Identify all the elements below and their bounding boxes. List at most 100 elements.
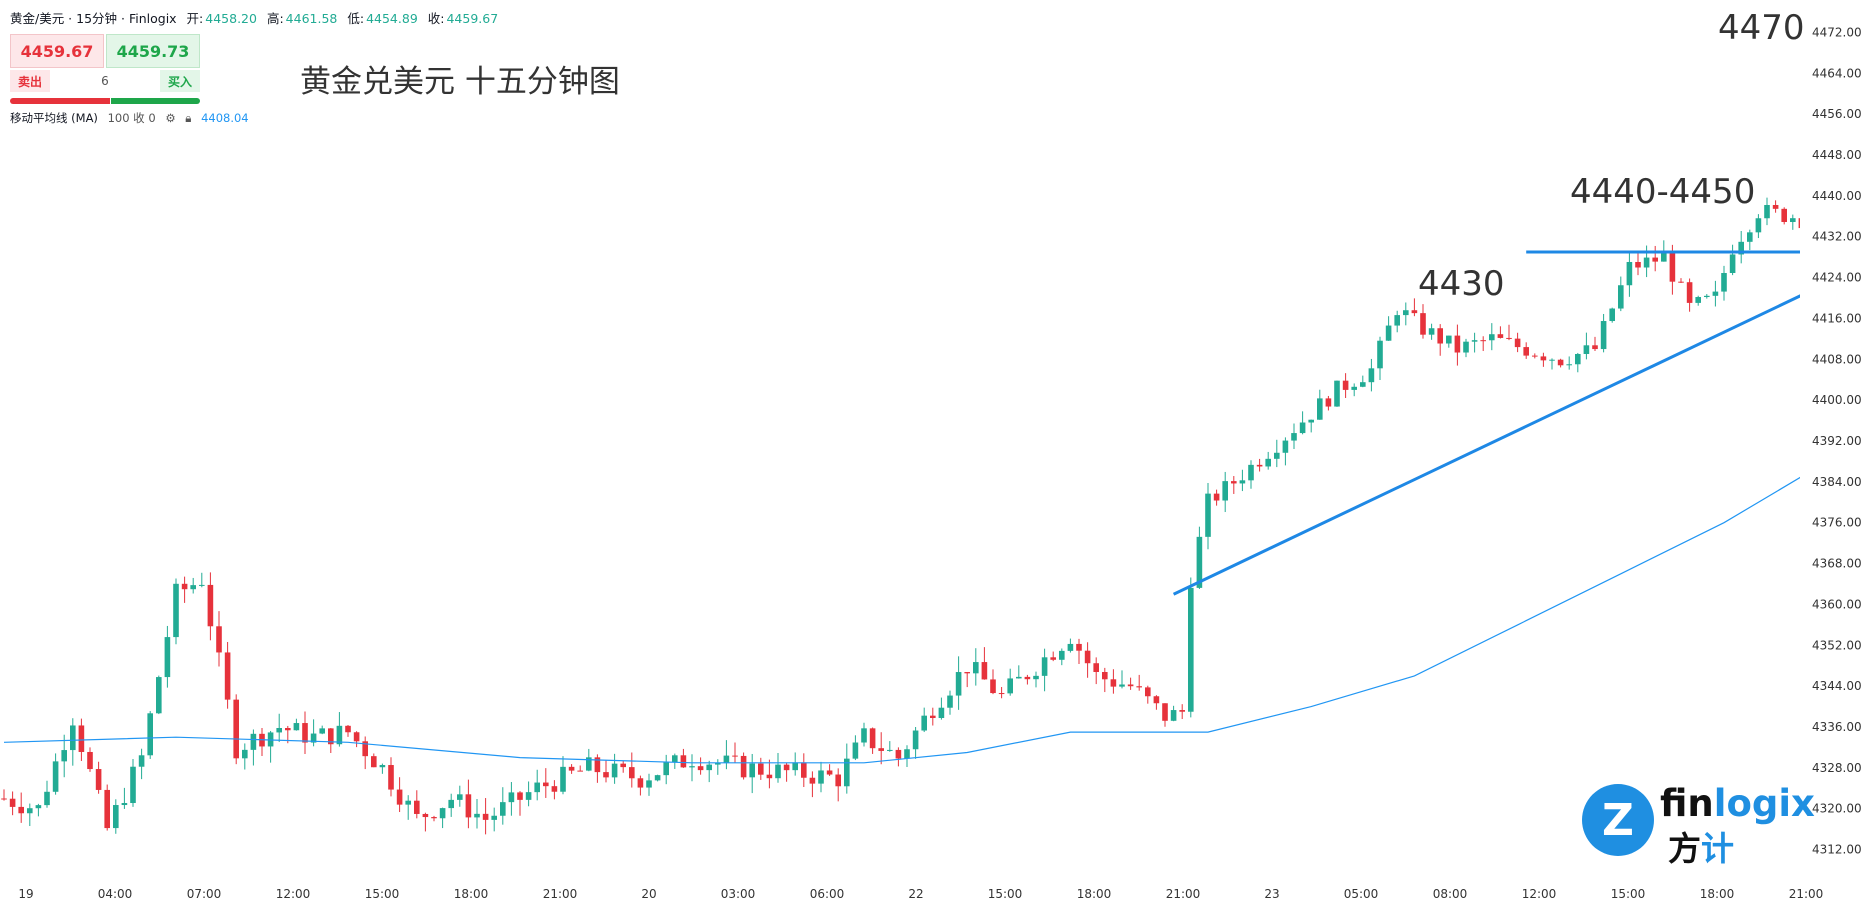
sell-price-button[interactable]: 4459.67: [10, 34, 104, 68]
candle-body: [216, 626, 222, 653]
candle-body: [835, 774, 841, 787]
candle: [758, 757, 764, 780]
candle-body: [1007, 678, 1013, 694]
candle-body: [1549, 359, 1555, 361]
candle: [1764, 197, 1770, 226]
candle: [740, 752, 747, 780]
candle: [396, 777, 403, 813]
candle-body: [1506, 337, 1512, 339]
candle-body: [1282, 440, 1289, 453]
buy-price-button[interactable]: 4459.73: [106, 34, 200, 68]
candle: [1248, 460, 1254, 489]
candle-body: [1059, 650, 1065, 660]
candle-body: [663, 762, 669, 776]
y-tick-label: 4320.00: [1812, 802, 1862, 816]
x-tick-label: 03:00: [721, 887, 756, 901]
candle-body: [560, 766, 566, 792]
candle: [1170, 705, 1177, 722]
candle-body: [1299, 422, 1306, 434]
candle: [594, 754, 601, 783]
candle: [766, 759, 773, 789]
candle: [1256, 458, 1263, 472]
candle-body: [1248, 464, 1254, 481]
candle-body: [534, 782, 540, 793]
candle: [1738, 230, 1744, 264]
candle: [113, 799, 119, 834]
symbol-legend: 黄金/美元 · 15分钟 · Finlogix 开: 4458.20 高: 4461…: [10, 8, 498, 27]
candle: [1377, 336, 1383, 381]
candle-body: [1729, 254, 1736, 273]
candle-body: [1592, 345, 1598, 350]
candle-body: [766, 774, 773, 779]
x-tick-label: 05:00: [1344, 887, 1379, 901]
candle: [1411, 298, 1418, 317]
candle-body: [147, 713, 153, 756]
candle-body: [1394, 315, 1400, 326]
candle-body: [1566, 364, 1572, 366]
candle-body: [104, 789, 110, 829]
candle-body: [1721, 272, 1727, 292]
candle: [156, 675, 162, 715]
lock-icon[interactable]: 🔒︎: [185, 111, 192, 125]
candle-body: [1428, 328, 1435, 335]
candle: [439, 807, 446, 829]
candle: [1480, 336, 1486, 352]
y-tick-label: 4376.00: [1812, 516, 1862, 530]
candle: [1729, 244, 1736, 276]
candle-body: [1041, 657, 1048, 676]
candle: [216, 611, 222, 667]
candle-body: [35, 805, 42, 809]
candle: [1575, 352, 1581, 373]
candle: [904, 745, 910, 768]
candle-body: [1678, 281, 1684, 283]
candle: [405, 795, 411, 820]
candle-body: [611, 763, 618, 778]
candle-body: [646, 780, 652, 788]
y-tick-label: 4344.00: [1812, 679, 1862, 693]
candle: [697, 757, 704, 775]
candle-body: [981, 662, 988, 680]
candle-body: [852, 742, 859, 759]
gear-icon[interactable]: ⚙: [165, 111, 176, 125]
candle-body: [310, 733, 317, 743]
candle-body: [1231, 481, 1237, 484]
candle: [1755, 214, 1762, 239]
zone-annotation: 4440-4450: [1570, 172, 1756, 212]
candle: [1050, 651, 1056, 662]
candle-body: [95, 769, 102, 790]
candle: [1299, 411, 1306, 435]
candle-body: [844, 758, 850, 787]
candle: [27, 803, 33, 827]
candle: [35, 803, 42, 817]
candle-body: [1403, 310, 1409, 316]
quantity-input[interactable]: 6: [101, 74, 109, 88]
candle-body: [1635, 261, 1641, 268]
candle: [414, 790, 420, 819]
price-axis[interactable]: 4472.00 4464.00 4456.00 4448.00 4440.00 4432.…: [1800, 0, 1872, 907]
candle-body: [517, 792, 523, 800]
indicator-name: 移动平均线 (MA): [10, 111, 98, 125]
candle: [173, 578, 179, 645]
buy-button[interactable]: 买入: [160, 70, 200, 92]
indicator-legend[interactable]: 移动平均线 (MA) 100 收 0 ⚙ 🔒︎ 4408.04: [10, 110, 249, 126]
symbol-title[interactable]: 黄金/美元 · 15分钟 · Finlogix: [10, 11, 177, 26]
candle-body: [164, 637, 171, 678]
candle: [1102, 667, 1108, 693]
candle-body: [1342, 380, 1349, 390]
candle: [1153, 695, 1160, 710]
brand-chinese: 方计: [1668, 822, 1734, 870]
candle-body: [1196, 536, 1203, 588]
candle: [1618, 276, 1624, 312]
candle-body: [869, 728, 876, 749]
candle: [525, 781, 532, 807]
candle: [1557, 358, 1564, 368]
candle-body: [1661, 253, 1667, 262]
time-axis[interactable]: 19 04:00 07:00 12:00 15:00 18:00 21:00 20 03:00 0…: [18, 887, 1823, 901]
candle: [276, 713, 282, 743]
candle: [345, 724, 351, 737]
y-tick-label: 4312.00: [1812, 843, 1862, 857]
candle-body: [1695, 297, 1701, 303]
sell-button[interactable]: 卖出: [10, 70, 50, 92]
candle: [147, 711, 153, 759]
